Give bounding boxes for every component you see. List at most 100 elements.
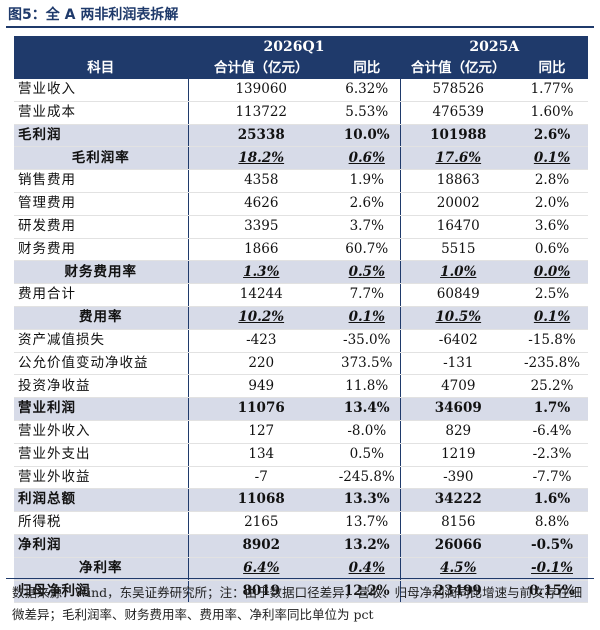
row-value-2025a: 578526 <box>400 79 516 102</box>
table-row: 毛利润率 18.2% 0.6% 17.6% 0.1% <box>14 146 589 171</box>
table-row: 营业外收入 127 -8.0% 829 -6.4% <box>14 420 589 444</box>
period-header-row: 2026Q1 2025A <box>14 36 589 58</box>
row-value-2026q1: -7 <box>188 466 334 490</box>
row-yoy-2026q1: 3.7% <box>334 215 401 239</box>
table-row: 投资净收益 949 11.8% 4709 25.2% <box>14 374 589 399</box>
row-item-label: 公允价值变动净收益 <box>14 352 189 376</box>
table-row: 销售费用 4358 1.9% 18863 2.8% <box>14 169 589 193</box>
row-yoy-2025a: 2.0% <box>516 192 589 216</box>
row-value-2026q1: 10.2% <box>188 306 334 330</box>
row-yoy-2025a: 0.15% <box>516 580 589 604</box>
row-value-2025a: 34222 <box>400 488 516 513</box>
row-value-2026q1: 6.4% <box>188 557 334 581</box>
row-item-label: 费用率 <box>14 306 189 330</box>
row-yoy-2025a: -235.8% <box>516 352 589 376</box>
row-yoy-2025a: -7.7% <box>516 466 589 490</box>
row-item-label: 财务费用 <box>14 238 189 262</box>
row-yoy-2026q1: 60.7% <box>334 238 401 262</box>
row-item-label: 费用合计 <box>14 283 189 307</box>
row-yoy-2025a: 2.5% <box>516 283 589 307</box>
row-value-2026q1: 139060 <box>188 79 334 102</box>
row-value-2026q1: 4358 <box>188 169 334 193</box>
row-value-2025a: -390 <box>400 466 516 490</box>
row-yoy-2025a: 8.8% <box>516 511 589 535</box>
row-value-2025a: 20002 <box>400 192 516 216</box>
row-value-2026q1: 25338 <box>188 124 334 148</box>
row-yoy-2026q1: 0.4% <box>334 557 401 581</box>
row-value-2025a: 18863 <box>400 169 516 193</box>
table-row: 财务费用率 1.3% 0.5% 1.0% 0.0% <box>14 260 589 285</box>
row-yoy-2026q1: 6.32% <box>334 79 401 102</box>
table-row: 营业成本 113722 5.53% 476539 1.60% <box>14 101 589 125</box>
bottom-rule <box>6 578 594 579</box>
row-value-2025a: 16470 <box>400 215 516 239</box>
row-yoy-2025a: 1.6% <box>516 488 589 513</box>
row-yoy-2026q1: 7.7% <box>334 283 401 307</box>
row-yoy-2026q1: -245.8% <box>334 466 401 490</box>
row-value-2026q1: 127 <box>188 420 334 444</box>
figure-title: 图5：全 A 两非利润表拆解 <box>8 7 179 23</box>
row-yoy-2025a: -6.4% <box>516 420 589 444</box>
header-yoy-1: 同比 <box>334 58 401 79</box>
row-value-2026q1: 1.3% <box>188 260 334 285</box>
row-item-label: 利润总额 <box>14 488 189 513</box>
row-value-2025a: 4709 <box>400 374 516 399</box>
row-yoy-2025a: 0.1% <box>516 146 589 171</box>
header-value-1: 合计值（亿元） <box>188 58 334 79</box>
row-value-2025a: 26066 <box>400 534 516 558</box>
row-yoy-2026q1: 13.4% <box>334 397 401 421</box>
table-row: 资产减值损失 -423 -35.0% -6402 -15.8% <box>14 329 589 353</box>
table-row: 净利润 8902 13.2% 26066 -0.5% <box>14 534 589 558</box>
row-value-2025a: 1219 <box>400 443 516 467</box>
row-value-2026q1: 1866 <box>188 238 334 262</box>
top-rule <box>6 26 594 28</box>
period-header-2026q1: 2026Q1 <box>188 36 401 58</box>
header-blank <box>14 36 189 58</box>
row-value-2025a: -131 <box>400 352 516 376</box>
row-yoy-2025a: 2.8% <box>516 169 589 193</box>
row-item-label: 管理费用 <box>14 192 189 216</box>
row-yoy-2025a: -0.1% <box>516 557 589 581</box>
row-value-2025a: 17.6% <box>400 146 516 171</box>
row-item-label: 归母净利润 <box>14 580 189 604</box>
table-row: 营业外支出 134 0.5% 1219 -2.3% <box>14 443 589 467</box>
row-value-2026q1: 8902 <box>188 534 334 558</box>
row-value-2025a: 4.5% <box>400 557 516 581</box>
table-row: 财务费用 1866 60.7% 5515 0.6% <box>14 238 589 262</box>
row-item-label: 营业成本 <box>14 101 189 125</box>
row-value-2025a: 5515 <box>400 238 516 262</box>
row-yoy-2026q1: 2.6% <box>334 192 401 216</box>
row-value-2026q1: 3395 <box>188 215 334 239</box>
row-yoy-2025a: 1.77% <box>516 79 589 102</box>
row-yoy-2025a: 0.6% <box>516 238 589 262</box>
row-value-2025a: 829 <box>400 420 516 444</box>
column-header-row: 科目 合计值（亿元） 同比 合计值（亿元） 同比 <box>14 58 589 79</box>
row-yoy-2025a: -0.5% <box>516 534 589 558</box>
row-yoy-2026q1: 13.3% <box>334 488 401 513</box>
table-row: 公允价值变动净收益 220 373.5% -131 -235.8% <box>14 352 589 376</box>
row-value-2026q1: 2165 <box>188 511 334 535</box>
row-item-label: 营业外支出 <box>14 443 189 467</box>
row-value-2026q1: 11068 <box>188 488 334 513</box>
table-row: 管理费用 4626 2.6% 20002 2.0% <box>14 192 589 216</box>
row-yoy-2025a: 0.1% <box>516 306 589 330</box>
row-yoy-2026q1: -35.0% <box>334 329 401 353</box>
row-item-label: 投资净收益 <box>14 374 189 399</box>
header-item: 科目 <box>14 58 189 79</box>
row-item-label: 毛利润 <box>14 124 189 148</box>
row-value-2026q1: -423 <box>188 329 334 353</box>
row-value-2025a: 8156 <box>400 511 516 535</box>
table-row: 费用合计 14244 7.7% 60849 2.5% <box>14 283 589 307</box>
row-yoy-2026q1: 10.0% <box>334 124 401 148</box>
row-value-2026q1: 134 <box>188 443 334 467</box>
table-row: 费用率 10.2% 0.1% 10.5% 0.1% <box>14 306 589 330</box>
row-item-label: 资产减值损失 <box>14 329 189 353</box>
row-item-label: 净利率 <box>14 557 189 581</box>
row-value-2025a: -6402 <box>400 329 516 353</box>
table-row: 净利率 6.4% 0.4% 4.5% -0.1% <box>14 557 589 581</box>
row-yoy-2026q1: 12.2% <box>334 580 401 604</box>
header-yoy-2: 同比 <box>516 58 589 79</box>
row-yoy-2025a: -2.3% <box>516 443 589 467</box>
row-value-2025a: 34609 <box>400 397 516 421</box>
row-value-2026q1: 8019 <box>188 580 334 604</box>
